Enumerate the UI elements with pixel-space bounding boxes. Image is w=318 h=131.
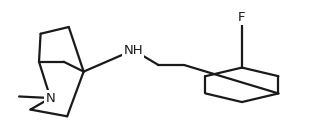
Text: F: F xyxy=(238,11,246,24)
Text: NH: NH xyxy=(123,44,143,57)
Text: N: N xyxy=(45,92,55,105)
